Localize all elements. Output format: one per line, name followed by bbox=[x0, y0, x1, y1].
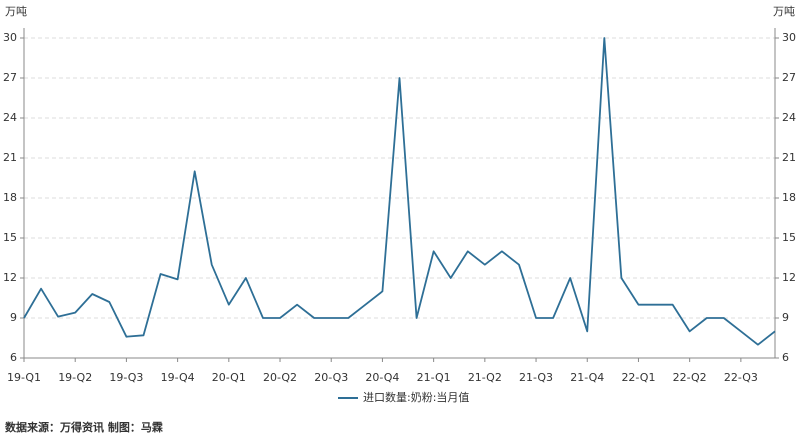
y2-tick-label: 27 bbox=[782, 71, 796, 84]
x-tick-label: 21-Q3 bbox=[519, 371, 553, 384]
x-tick-label: 19-Q4 bbox=[161, 371, 195, 384]
x-tick-label: 20-Q2 bbox=[263, 371, 297, 384]
y2-tick-label: 12 bbox=[782, 271, 796, 284]
y2-tick-label: 6 bbox=[782, 351, 789, 364]
x-tick-label: 20-Q3 bbox=[314, 371, 348, 384]
x-tick-label: 21-Q2 bbox=[468, 371, 502, 384]
y-tick-label: 30 bbox=[3, 31, 17, 44]
x-tick-label: 22-Q2 bbox=[673, 371, 707, 384]
y-tick-label: 15 bbox=[3, 231, 17, 244]
y2-tick-label: 18 bbox=[782, 191, 796, 204]
y-tick-label: 6 bbox=[10, 351, 17, 364]
y2-axis-label: 万吨 bbox=[773, 5, 795, 18]
y-tick-label: 9 bbox=[10, 311, 17, 324]
data-line bbox=[23, 37, 776, 346]
x-tick-label: 19-Q2 bbox=[58, 371, 92, 384]
y-tick-label: 12 bbox=[3, 271, 17, 284]
x-tick-label: 22-Q3 bbox=[724, 371, 758, 384]
y-tick-label: 24 bbox=[3, 111, 17, 124]
x-tick-label: 19-Q3 bbox=[109, 371, 143, 384]
x-tick-label: 21-Q1 bbox=[417, 371, 451, 384]
legend-label: 进口数量:奶粉:当月值 bbox=[363, 390, 469, 404]
x-tick-label: 21-Q4 bbox=[570, 371, 604, 384]
y-tick-label: 21 bbox=[3, 151, 17, 164]
x-tick-label: 22-Q1 bbox=[621, 371, 655, 384]
y-tick-label: 18 bbox=[3, 191, 17, 204]
y2-tick-label: 21 bbox=[782, 151, 796, 164]
y2-tick-label: 15 bbox=[782, 231, 796, 244]
y2-tick-label: 24 bbox=[782, 111, 796, 124]
y2-tick-label: 30 bbox=[782, 31, 796, 44]
x-tick-label: 20-Q1 bbox=[212, 371, 246, 384]
source-note: 数据来源：万得资讯 制图：马霖 bbox=[5, 420, 163, 434]
x-tick-label: 19-Q1 bbox=[7, 371, 41, 384]
x-tick-label: 20-Q4 bbox=[365, 371, 399, 384]
y-tick-label: 27 bbox=[3, 71, 17, 84]
y2-tick-label: 9 bbox=[782, 311, 789, 324]
y-axis-label: 万吨 bbox=[5, 5, 27, 18]
